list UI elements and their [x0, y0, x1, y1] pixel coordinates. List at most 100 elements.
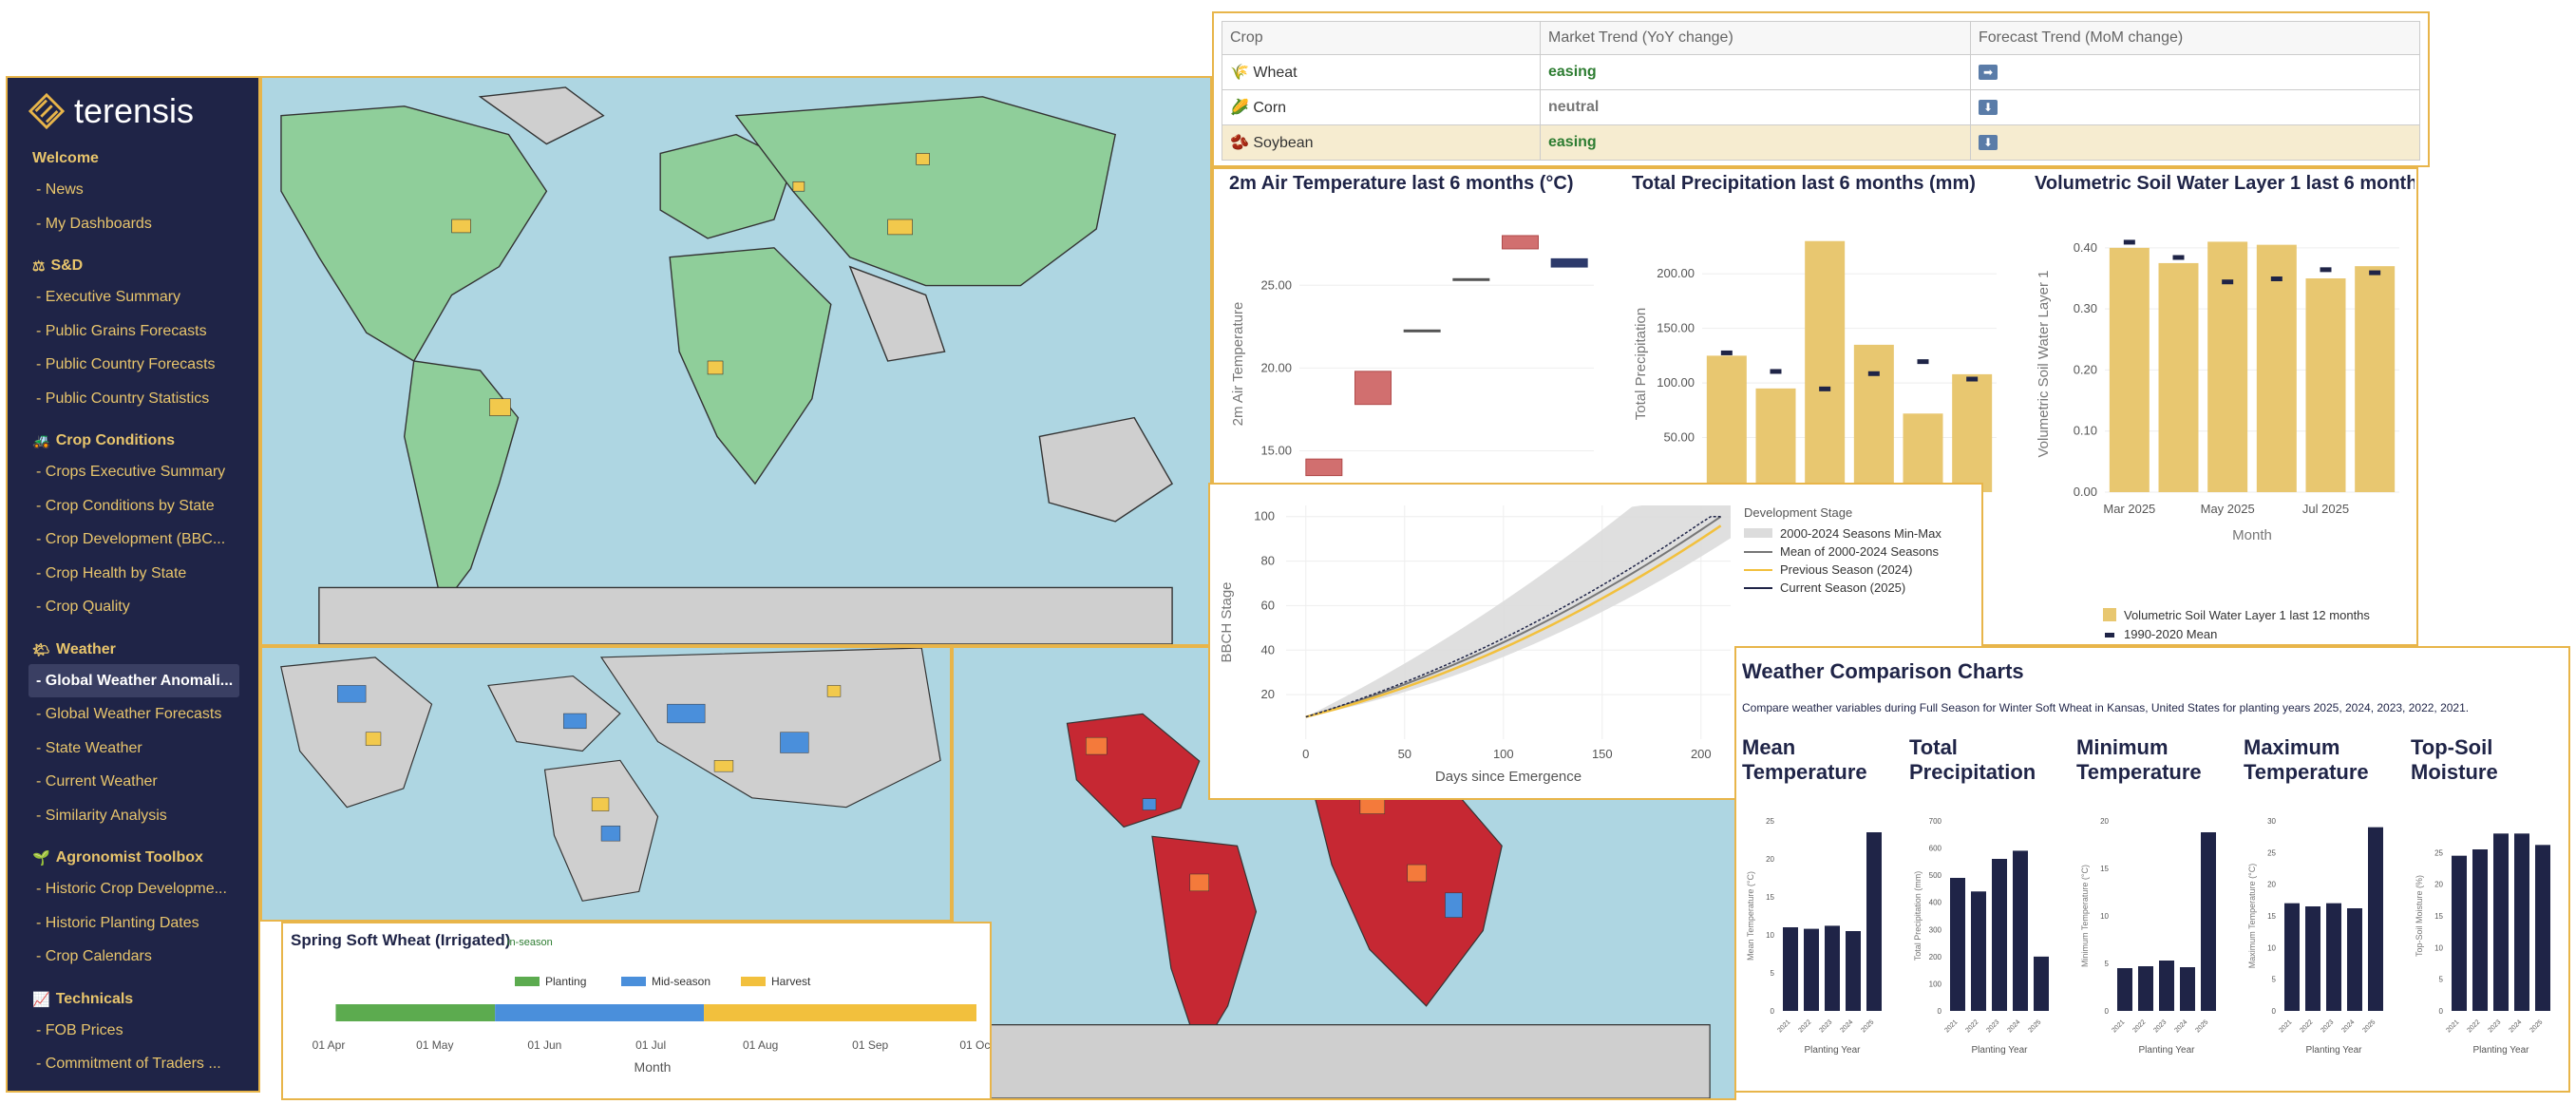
table-row[interactable]: 🌾 Wheat easing ➡ — [1222, 54, 2420, 90]
sidebar-nav: Welcome - News - My Dashboards ⚖ S&D - Execut… — [8, 143, 258, 1091]
soil-chart[interactable]: 0.00 0.10 0.20 0.30 0.40 Volumetric Soil Wate… — [2019, 169, 2418, 644]
weather-comparison-title: Weather Comparison Charts — [1742, 659, 2024, 683]
x-tick-label: 2025 — [1860, 1018, 1875, 1034]
x-axis-label: Days since Emergence — [1435, 769, 1582, 785]
world-map-top[interactable] — [260, 76, 1212, 646]
sidebar-item[interactable]: - Crop Calendars — [36, 948, 152, 964]
y-tick-label: 200 — [1929, 953, 1942, 961]
x-tick-label: 2021 — [2278, 1018, 2293, 1034]
column-header-crop[interactable]: Crop — [1222, 21, 1541, 55]
x-tick-label: 01 Jun — [527, 1038, 561, 1052]
corn-icon: 🌽 — [1230, 100, 1249, 116]
x-tick-label: 2022 — [1964, 1018, 1979, 1034]
box-mark — [1550, 257, 1588, 268]
sidebar-item[interactable]: - Crop Development (BBC... — [36, 531, 226, 547]
sidebar-item[interactable]: - FOB Prices — [36, 1021, 123, 1038]
comparison-bar — [2368, 827, 2383, 1011]
sidebar-item[interactable]: - Crop Conditions by State — [36, 497, 215, 514]
box-mark — [1354, 371, 1392, 406]
comparison-chart-title: Top-Soil Moisture — [2411, 735, 2498, 784]
sidebar-item[interactable]: - Historic Crop Developme... — [36, 881, 227, 897]
column-header-market-trend[interactable]: Market Trend (YoY change) — [1540, 21, 1971, 55]
sidebar-item[interactable]: - Similarity Analysis — [36, 807, 167, 824]
mean-marker — [2320, 267, 2332, 273]
sidebar-item[interactable]: - My Dashboards — [36, 215, 152, 232]
sidebar-section-header[interactable]: Welcome — [8, 143, 258, 173]
comparison-chart[interactable]: Mean Temperature 0 5 10 15 20 25 Mean Temperatu… — [1742, 735, 1894, 1087]
comparison-chart[interactable]: Top-Soil Moisture 0 5 10 15 20 25 Top-Soil Mois… — [2411, 735, 2563, 1087]
y-tick-label: 150.00 — [1657, 321, 1695, 335]
comparison-chart[interactable]: Maximum Temperature 0 5 10 15 20 25 30 Maximum T… — [2244, 735, 2396, 1087]
world-map-mid[interactable] — [260, 646, 952, 922]
comparison-bar — [1971, 891, 1986, 1011]
sidebar-item[interactable]: - Global Weather Anomali... — [28, 663, 239, 697]
sidebar-section-header[interactable]: ⚖ S&D — [8, 250, 258, 280]
forecast-trend-cell: ➡ — [1970, 54, 2420, 90]
sidebar-item[interactable]: - Public Country Forecasts — [36, 356, 216, 372]
sidebar-item[interactable]: - Historic Planting Dates — [36, 914, 199, 931]
x-tick-label: 2024 — [2340, 1018, 2356, 1034]
legend-swatch — [621, 977, 646, 986]
precip-chart[interactable]: 50.00 100.00 150.00 200.00 Total Precipitati… — [1617, 169, 2016, 644]
y-tick-label: 20 — [1261, 687, 1275, 701]
comparison-chart[interactable]: Total Precipitation 0 100 200 300 400 500 600 70… — [1909, 735, 2061, 1087]
sidebar-item[interactable]: - Commitment of Traders ... — [36, 1056, 221, 1072]
y-tick-label: 60 — [1261, 598, 1275, 612]
legend-swatch — [1744, 528, 1772, 538]
mean-marker — [1819, 386, 1831, 391]
sidebar-item[interactable]: - Crop Quality — [36, 599, 130, 615]
bar — [1903, 413, 1943, 492]
sidebar-item[interactable]: - State Weather — [36, 739, 142, 756]
y-tick-label: 0.10 — [2074, 424, 2097, 438]
y-axis-label: Minimum Temperature (°C) — [2080, 865, 2090, 967]
sidebar-item[interactable]: - Executive Summary — [36, 289, 181, 305]
y-tick-label: 0 — [2105, 1007, 2110, 1016]
sidebar-item[interactable]: - News — [36, 181, 84, 198]
comparison-bar — [2284, 903, 2300, 1011]
legend-label: Mid-season — [652, 975, 710, 988]
comparison-chart-title: Minimum Temperature — [2076, 735, 2202, 784]
comparison-chart[interactable]: Minimum Temperature 0 5 10 15 20 Minimum Tempe… — [2076, 735, 2228, 1087]
sidebar-item[interactable]: - Current Weather — [36, 773, 158, 790]
x-tick-label: 2022 — [2299, 1018, 2314, 1034]
x-tick-label: 2023 — [2487, 1018, 2502, 1034]
sidebar-section-header[interactable]: 🌱 Agronomist Toolbox — [8, 842, 258, 872]
calendar-segment — [704, 1004, 976, 1021]
sidebar-item[interactable]: - Crop Health by State — [36, 564, 187, 581]
legend-label: Harvest — [771, 975, 811, 988]
table-row[interactable]: 🌽 Corn neutral ⬇ — [1222, 89, 2420, 125]
crop-calendar-chart[interactable]: Planting Mid-season Harvest 01 Apr 01 May 01 … — [283, 923, 990, 1098]
x-tick-label: 100 — [1493, 747, 1514, 761]
sidebar-item[interactable]: - Crops Executive Summary — [36, 464, 226, 480]
mean-marker — [2369, 270, 2381, 276]
comparison-bar — [1804, 928, 1819, 1011]
sidebar-item[interactable]: - Global Weather Forecasts — [36, 706, 222, 722]
sidebar-section-header[interactable]: 🚜 Crop Conditions — [8, 425, 258, 455]
temp-chart[interactable]: 15.00 20.00 25.00 2m Air Temperature — [1214, 169, 1613, 644]
current-season-line — [1305, 515, 1721, 718]
sidebar-section-header[interactable]: 🌤 Weather — [8, 634, 258, 664]
bar — [1706, 355, 1747, 492]
table-row[interactable]: 🫘 Soybean easing ⬇ — [1222, 124, 2420, 161]
y-axis-label: Top-Soil Moisture (%) — [2415, 875, 2424, 957]
brand-logo[interactable]: terensis — [8, 78, 258, 143]
tractor-icon: 🚜 — [32, 433, 50, 449]
y-tick-label: 100 — [1254, 509, 1275, 523]
x-tick-label: Jul 2025 — [2302, 502, 2349, 516]
sidebar-item[interactable]: - Public Grains Forecasts — [36, 322, 207, 339]
column-header-forecast-trend[interactable]: Forecast Trend (MoM change) — [1970, 21, 2420, 55]
comparison-bar — [2034, 956, 2049, 1011]
comparison-bar — [2201, 832, 2216, 1011]
sidebar-item[interactable]: - Public Country Statistics — [36, 390, 210, 407]
x-tick-label: 01 Sep — [852, 1038, 888, 1052]
mean-marker — [1966, 376, 1979, 382]
y-tick-label: 0.40 — [2074, 240, 2097, 255]
mean-marker — [2123, 239, 2135, 245]
y-tick-label: 15 — [2100, 865, 2109, 873]
legend-label: Current Season (2025) — [1780, 581, 1905, 595]
sidebar-section-label: Weather — [56, 640, 116, 657]
comparison-bar — [1950, 878, 1965, 1011]
sidebar-section-header[interactable]: 📈 Technicals — [8, 983, 258, 1014]
x-tick-label: 2024 — [1839, 1018, 1854, 1034]
